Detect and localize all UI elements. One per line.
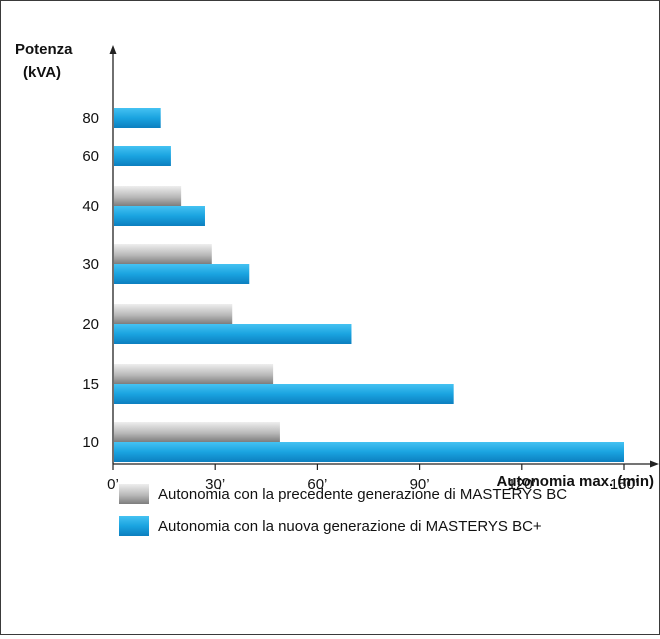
bar-previous-40kva (114, 186, 182, 206)
legend-label-previous-generation: Autonomia con la precedente generazione … (158, 486, 567, 503)
bar-new-30kva (114, 264, 250, 284)
bar-previous-30kva (114, 244, 212, 264)
y-tick-label: 30 (82, 256, 99, 273)
bar-new-20kva (114, 324, 352, 344)
y-tick-label: 80 (82, 110, 99, 127)
x-tick-label: 90’ (410, 476, 430, 493)
x-tick-label: 0’ (107, 476, 119, 493)
x-tick-label: 150’ (610, 476, 638, 493)
y-tick-label: 40 (82, 198, 99, 215)
bar-previous-20kva (114, 304, 233, 324)
legend-swatch-previous-generation (119, 484, 149, 504)
bar-new-10kva (114, 442, 624, 462)
y-tick-label: 10 (82, 434, 99, 451)
y-tick-label: 60 (82, 148, 99, 165)
bar-new-15kva (114, 384, 454, 404)
y-axis-arrow-icon (109, 45, 117, 54)
bar-previous-10kva (114, 422, 280, 442)
bar-new-40kva (114, 206, 205, 226)
y-tick-label: 15 (82, 376, 99, 393)
y-axis-title-line1: Potenza (15, 41, 73, 58)
y-axis-title-line2: (kVA) (23, 64, 61, 81)
legend-label-new-generation: Autonomia con la nuova generazione di MA… (158, 518, 542, 535)
y-tick-label: 20 (82, 316, 99, 333)
x-tick-label: 30’ (205, 476, 225, 493)
legend-swatch-new-generation (119, 516, 149, 536)
bar-new-80kva (114, 108, 161, 128)
bar-new-60kva (114, 146, 171, 166)
x-tick-label: 60’ (307, 476, 327, 493)
x-tick-label: 120’ (508, 476, 536, 493)
x-axis-title: Autonomia max. (min) (496, 473, 654, 490)
x-axis-arrow-icon (650, 460, 659, 468)
bar-previous-15kva (114, 364, 274, 384)
